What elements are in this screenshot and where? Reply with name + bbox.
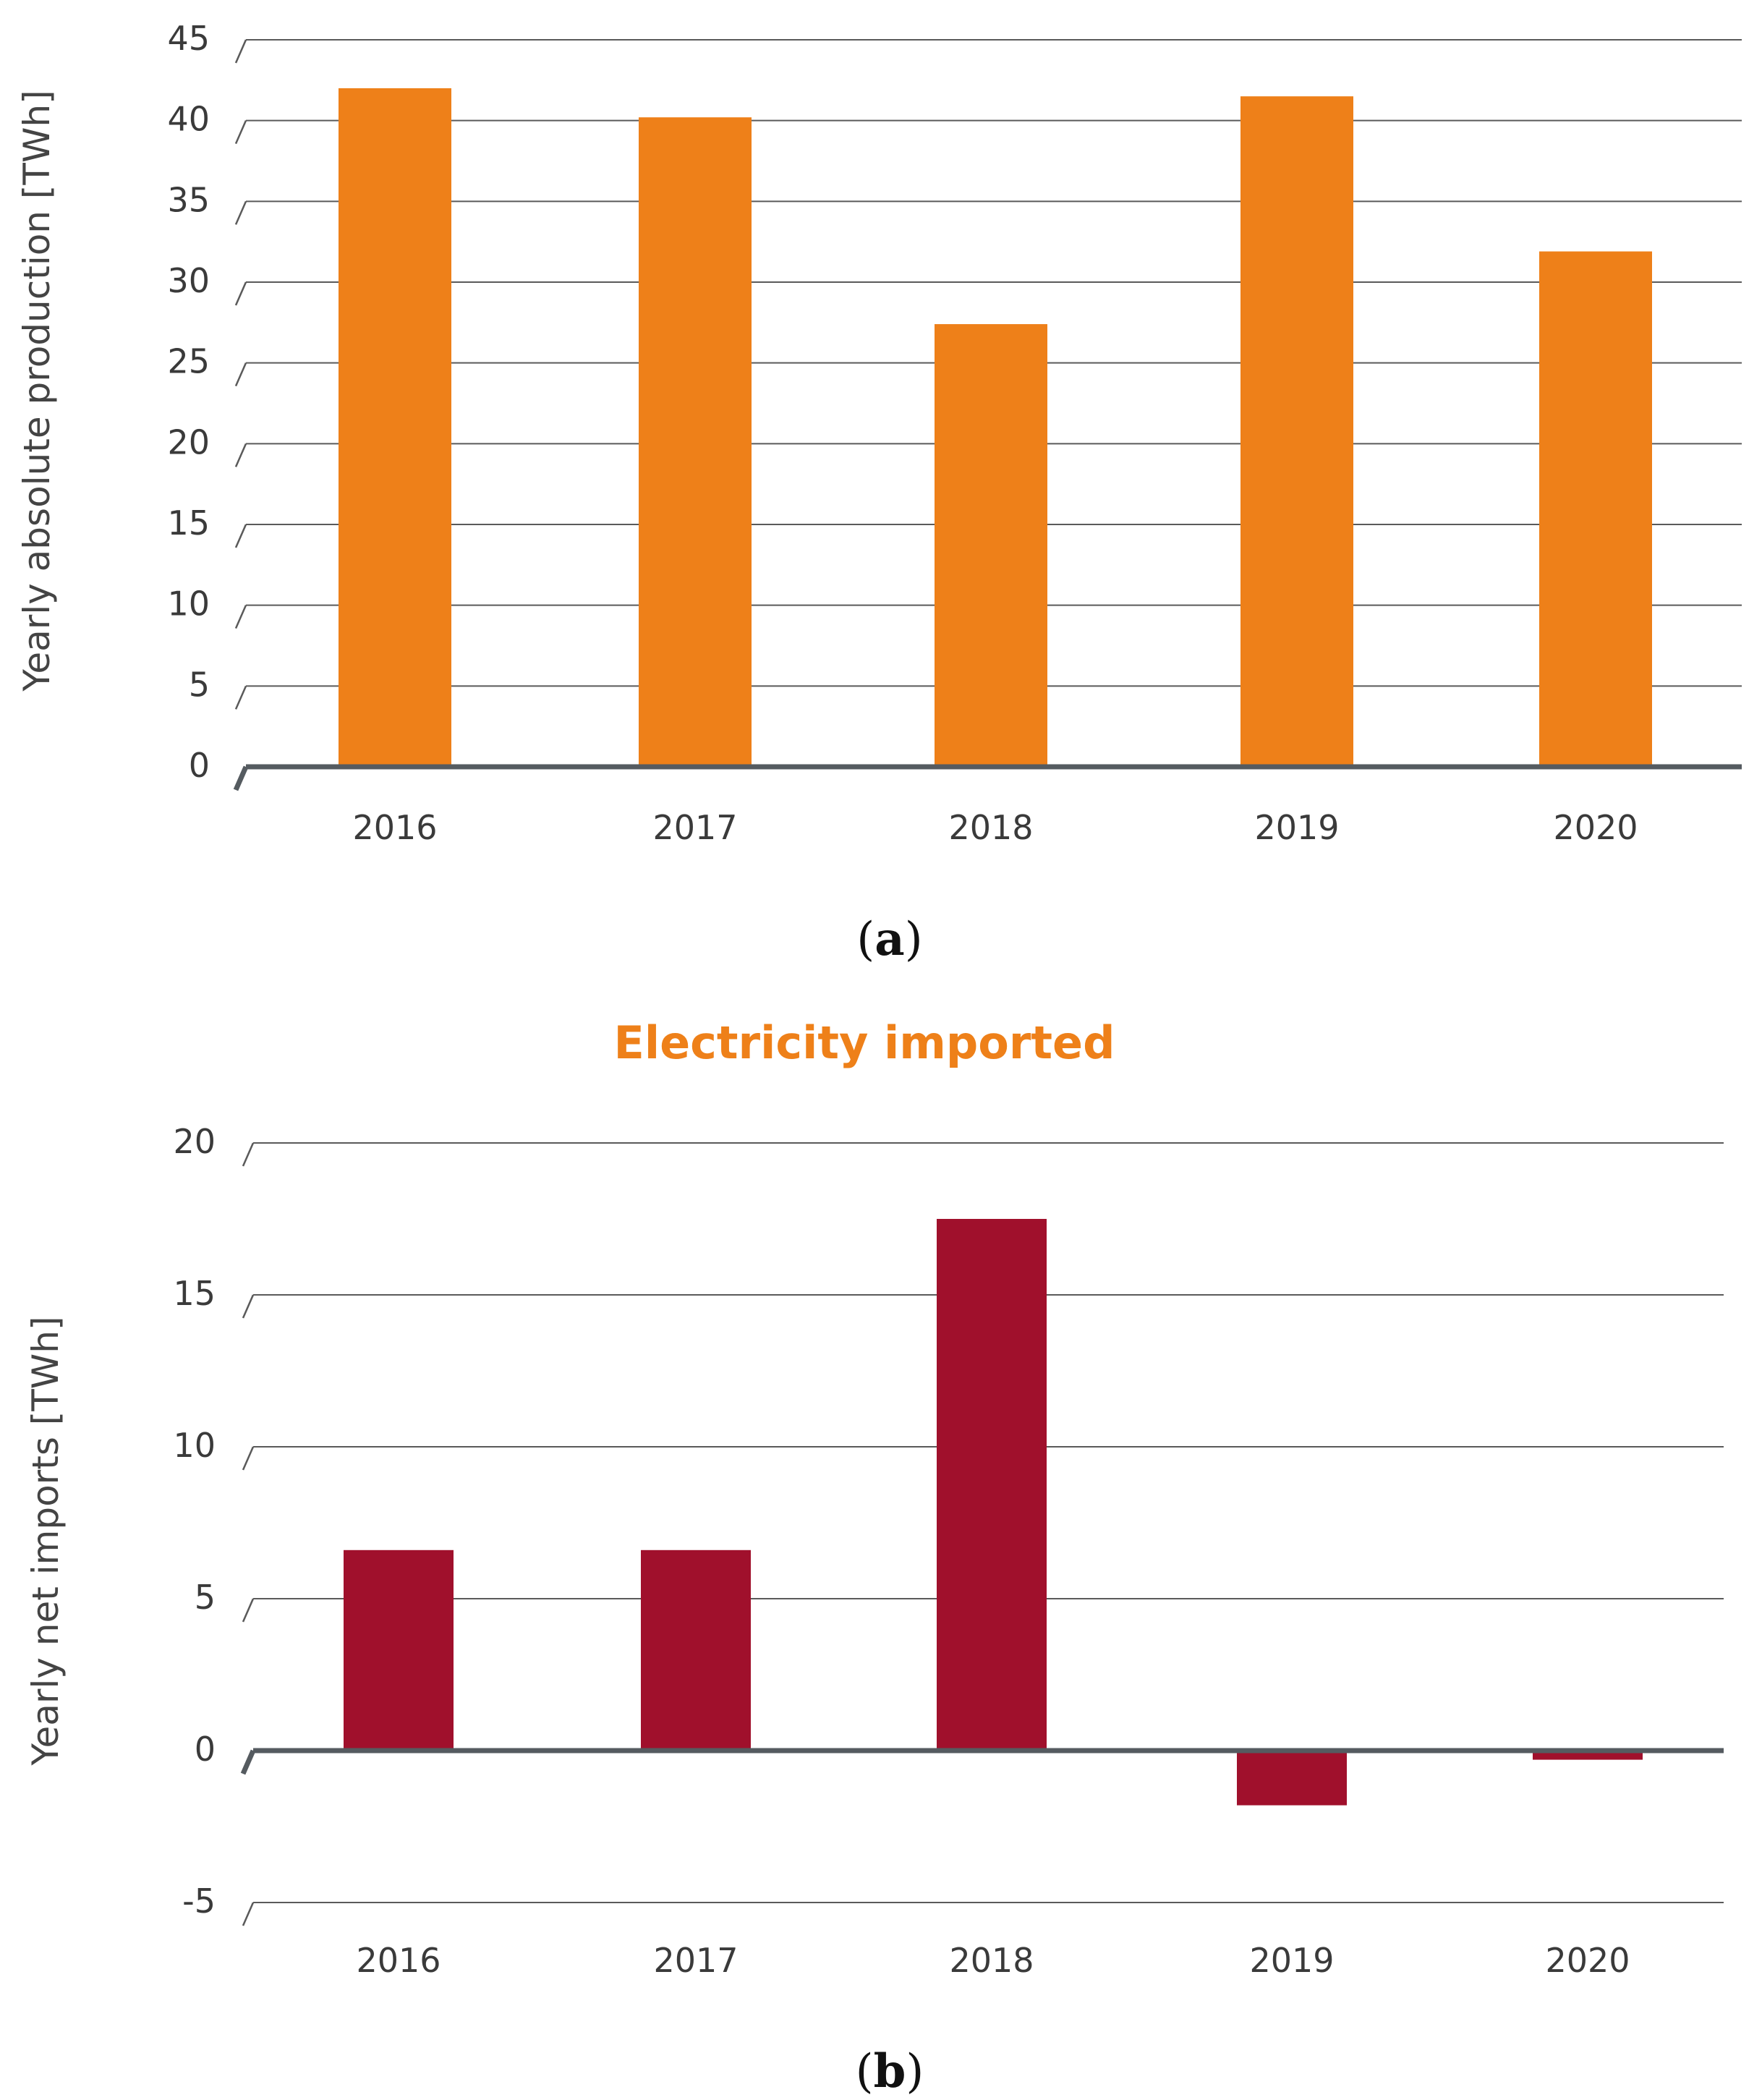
x-tick-label: 2020 [1553,808,1638,847]
axis-tick-mark [242,1902,255,1926]
bar-2020 [1539,251,1652,768]
y-axis-label-b: Yearly net imports [TWh] [25,1317,67,1767]
x-tick-label: 2017 [652,808,737,847]
axis-tick-mark [233,765,249,791]
chart-b: Electricity imported -5 0 5 10 15 20 2016 2017… [25,1016,1724,2099]
y-tick-label: 35 [167,180,210,219]
bar-2018 [935,324,1047,768]
axis-tick-mark [234,200,247,225]
y-tick-label: 10 [167,584,210,624]
axis-tick-mark [234,443,247,467]
y-tick-label: 45 [167,19,210,58]
x-tick-label: 2019 [1254,808,1339,847]
y-axis-label-a: Yearly absolute production [TWh] [16,90,58,692]
bar-2019 [1237,1751,1347,1806]
x-labels-a: 2016 2017 2018 2019 2020 [352,808,1638,847]
x-tick-label: 2017 [653,1941,738,1980]
caption-b-close: ) [906,2045,924,2099]
bar-2018 [937,1219,1047,1751]
axis-tick-mark [234,685,247,710]
caption-b-open: ( [856,2045,874,2099]
y-ticks-b: -5 0 5 10 15 20 [173,1122,216,1921]
y-tick-label: 10 [173,1426,216,1465]
y-tick-label: 15 [167,503,210,543]
axis-tick-mark [242,1446,255,1471]
y-tick-label: -5 [182,1882,216,1921]
bar-2016 [344,1550,454,1751]
axis-tick-mark [234,39,247,64]
y-tick-label: 15 [173,1274,216,1313]
caption-b-letter: b [874,2044,906,2099]
axis-tick-mark [234,120,247,145]
y-tick-label: 20 [173,1122,216,1161]
y-tick-label: 5 [195,1578,216,1617]
x-tick-label: 2019 [1249,1941,1334,1980]
axis-tick-mark [234,605,247,629]
axis-tick-mark [242,1294,255,1319]
bar-2016 [339,88,451,767]
x-tick-label: 2018 [948,808,1033,847]
chart-b-title: Electricity imported [614,1016,1115,1069]
bar-2019 [1240,96,1353,767]
y-tick-label: 25 [167,342,210,381]
axis-tick-mark [234,524,247,548]
bar-2017 [641,1550,751,1751]
bars-b [253,1219,1724,1806]
caption-a-open: ( [856,913,874,966]
y-tick-label: 0 [189,746,210,785]
caption-b: (b) [856,2044,924,2099]
axis-tick-mark [242,1598,255,1623]
axis-tick-mark [234,281,247,306]
y-tick-label: 20 [167,422,210,462]
caption-a: (a) [856,912,922,966]
x-tick-label: 2016 [352,808,437,847]
y-ticks-a: 0 5 10 15 20 25 30 35 40 45 [167,19,210,785]
caption-a-close: ) [905,913,923,966]
y-tick-label: 40 [167,100,210,139]
bar-2017 [639,117,752,767]
caption-a-letter: a [874,912,904,966]
y-tick-label: 0 [195,1730,216,1769]
x-tick-label: 2018 [949,1941,1034,1980]
x-labels-b: 2016 2017 2018 2019 2020 [356,1941,1630,1980]
x-tick-label: 2020 [1545,1941,1630,1980]
axis-tick-mark [240,1749,256,1775]
axis-tick-mark [234,362,247,387]
bars-a [246,88,1742,770]
axis-tick-mark [242,1142,255,1167]
y-tick-label: 5 [189,665,210,704]
y-tick-label: 30 [167,261,210,300]
x-tick-label: 2016 [356,1941,440,1980]
